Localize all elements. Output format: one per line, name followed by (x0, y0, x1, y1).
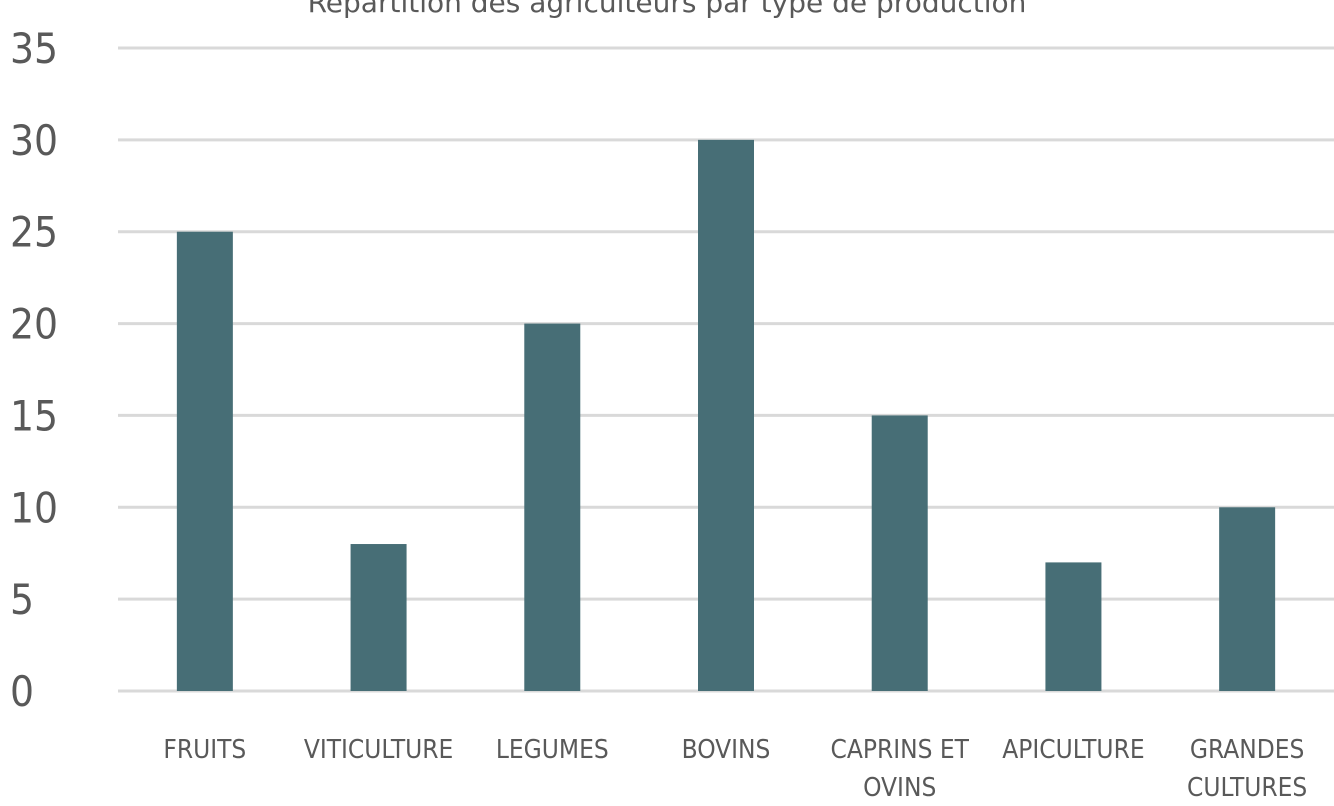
x-tick-label: OVINS (863, 773, 936, 803)
x-tick-label: CAPRINS ET (831, 735, 970, 765)
y-tick-label: 20 (10, 300, 58, 349)
y-tick-label: 0 (10, 667, 34, 716)
x-tick-label: GRANDES (1190, 735, 1304, 765)
y-tick-label: 5 (10, 575, 34, 624)
y-tick-label: 35 (10, 24, 58, 73)
x-tick-label: LEGUMES (496, 735, 609, 765)
x-axis: FRUITS VITICULTURE LEGUMES BOVINS CAPRINS ET… (163, 735, 1307, 803)
bars (176, 139, 1276, 691)
x-tick-label: CULTURES (1187, 773, 1307, 803)
x-tick-label: VITICULTURE (304, 735, 453, 765)
y-tick-label: 15 (10, 391, 58, 440)
bar (698, 139, 754, 691)
chart-title: Répartition des agriculteurs par type de… (307, 0, 1027, 19)
x-tick-label: BOVINS (682, 735, 771, 765)
bar (176, 231, 233, 691)
bar (1219, 507, 1276, 691)
x-tick-label: APICULTURE (1002, 735, 1144, 765)
bar (871, 415, 928, 691)
y-axis: 0 5 10 15 20 25 30 35 (10, 24, 58, 716)
y-tick-label: 10 (10, 483, 58, 532)
bar (1045, 562, 1102, 691)
x-tick-label: FRUITS (163, 735, 246, 765)
bar (350, 544, 407, 691)
y-tick-label: 25 (10, 208, 58, 257)
bar (524, 323, 581, 691)
y-tick-label: 30 (10, 116, 58, 165)
